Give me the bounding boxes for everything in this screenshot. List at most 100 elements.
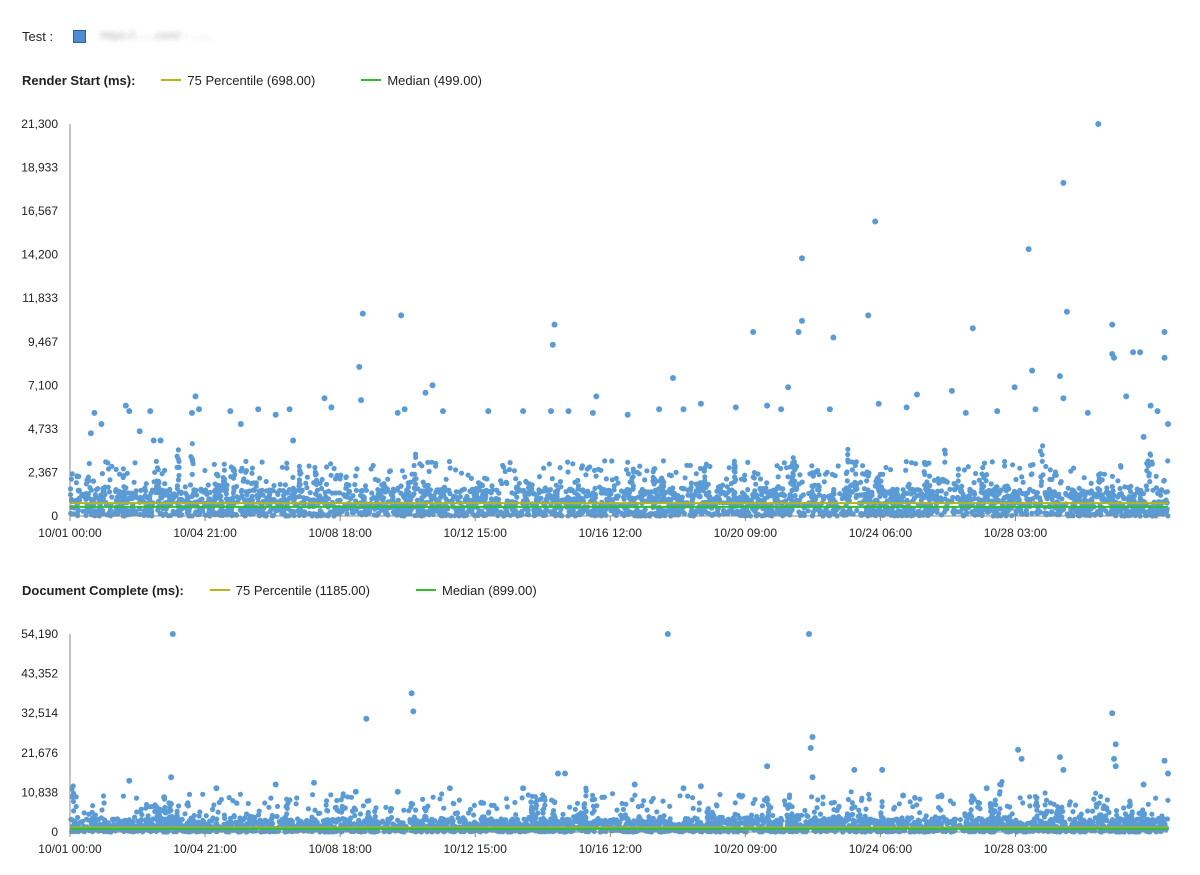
- data-point: [1081, 475, 1087, 481]
- data-point: [604, 497, 610, 503]
- data-point: [625, 459, 631, 465]
- data-point: [796, 509, 802, 515]
- x-tick-label: 10/08 18:00: [308, 526, 372, 540]
- data-point: [513, 476, 519, 482]
- y-tick-label: 10,838: [21, 785, 58, 799]
- data-point: [757, 485, 763, 492]
- data-point: [243, 489, 249, 495]
- data-point: [821, 494, 827, 500]
- data-point: [306, 463, 312, 469]
- data-point: [779, 511, 785, 517]
- data-point: [951, 486, 957, 492]
- data-point: [1147, 479, 1153, 485]
- data-point: [792, 493, 798, 499]
- data-point: [630, 485, 636, 491]
- outlier-point: [237, 421, 244, 427]
- outlier-point: [1161, 354, 1168, 361]
- data-point: [909, 460, 915, 466]
- data-point: [419, 497, 425, 503]
- data-point: [845, 446, 851, 452]
- data-point: [817, 508, 823, 515]
- data-point: [660, 487, 666, 493]
- data-point: [344, 511, 350, 517]
- data-point: [251, 508, 257, 515]
- data-point: [575, 486, 581, 492]
- data-point: [99, 492, 105, 498]
- data-point: [959, 483, 965, 489]
- data-point: [821, 479, 827, 485]
- data-point: [724, 484, 730, 490]
- data-point: [800, 510, 806, 516]
- data-point: [139, 495, 145, 501]
- data-point: [672, 491, 678, 497]
- data-point: [566, 496, 572, 502]
- data-point: [131, 479, 137, 485]
- x-tick-label: 10/28 03:00: [984, 526, 1048, 540]
- data-point: [244, 479, 251, 485]
- outlier-point: [1011, 384, 1018, 391]
- data-point: [159, 471, 165, 477]
- data-point: [1019, 474, 1025, 480]
- data-point: [395, 485, 401, 491]
- outlier-point: [903, 404, 910, 411]
- data-point: [693, 471, 699, 477]
- data-point: [688, 480, 695, 486]
- data-point: [289, 492, 295, 498]
- legend-median[interactable]: Median (499.00): [361, 73, 482, 88]
- data-point: [1148, 452, 1154, 458]
- data-point: [99, 471, 105, 477]
- data-point: [774, 463, 780, 469]
- data-point: [189, 471, 195, 477]
- data-point: [950, 494, 956, 501]
- data-point: [371, 494, 377, 501]
- data-point: [222, 510, 228, 516]
- data-point: [437, 495, 443, 501]
- data-point: [121, 484, 127, 490]
- data-point: [397, 508, 403, 514]
- data-point: [250, 487, 256, 493]
- data-point: [501, 464, 507, 470]
- data-point: [1126, 497, 1132, 503]
- data-point: [1047, 467, 1053, 473]
- data-point: [312, 464, 318, 471]
- data-point: [536, 474, 543, 480]
- data-point: [1115, 478, 1121, 484]
- scatter-points: [67, 121, 1171, 519]
- data-point: [614, 495, 620, 501]
- legend-75-percentile[interactable]: 75 Percentile (698.00): [161, 73, 315, 88]
- outlier-point: [750, 329, 757, 335]
- data-point: [282, 482, 288, 488]
- data-point: [888, 467, 894, 473]
- data-point: [443, 496, 449, 502]
- outlier-point: [875, 400, 882, 407]
- test-url: https://......com/ - ......: [100, 30, 212, 42]
- data-point: [337, 510, 343, 516]
- data-point: [1029, 510, 1035, 516]
- data-point: [325, 512, 331, 518]
- data-point: [652, 476, 658, 482]
- data-point: [503, 509, 509, 515]
- data-point: [257, 510, 263, 516]
- data-point: [1108, 508, 1114, 514]
- data-point: [363, 487, 369, 493]
- x-tick-label: 10/16 12:00: [579, 526, 643, 540]
- data-point: [1013, 476, 1019, 483]
- legend-75-percentile-doc[interactable]: 75 Percentile (1185.00): [209, 583, 370, 598]
- data-point: [514, 511, 520, 517]
- data-point: [297, 508, 303, 514]
- outlier-point: [624, 411, 631, 418]
- data-point: [697, 493, 703, 499]
- data-point: [1146, 473, 1152, 479]
- data-point: [575, 477, 581, 483]
- outlier-point: [1032, 406, 1039, 413]
- outlier-point: [962, 409, 969, 416]
- legend-median-doc[interactable]: Median (899.00): [415, 583, 537, 598]
- data-point: [697, 465, 704, 472]
- data-point: [125, 490, 131, 496]
- data-point: [166, 497, 172, 504]
- data-point: [1104, 485, 1110, 491]
- data-point: [387, 468, 393, 474]
- data-point: [223, 491, 229, 497]
- data-point: [936, 496, 942, 503]
- data-point: [125, 512, 131, 518]
